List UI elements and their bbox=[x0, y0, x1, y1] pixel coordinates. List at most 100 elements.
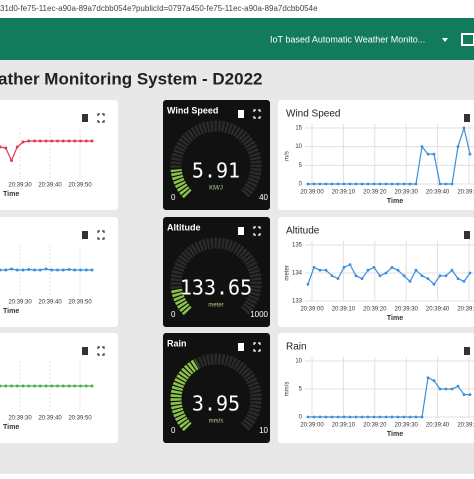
x-tick-label: 20:39:30 bbox=[8, 416, 32, 422]
x-tick-label: 20:39:20 bbox=[363, 190, 387, 196]
export-icon[interactable] bbox=[238, 343, 244, 351]
data-point bbox=[79, 139, 82, 143]
fullscreen-icon[interactable] bbox=[253, 109, 261, 119]
data-point bbox=[396, 182, 400, 186]
gauge-card bbox=[163, 100, 270, 210]
fullscreen-icon[interactable] bbox=[253, 342, 261, 352]
data-point bbox=[10, 267, 13, 271]
export-icon[interactable] bbox=[82, 114, 88, 122]
data-point bbox=[312, 266, 316, 269]
x-tick-label: 20:39:40 bbox=[426, 423, 450, 429]
card bbox=[0, 100, 118, 210]
data-point bbox=[444, 182, 448, 186]
chart-title: Altitude bbox=[286, 226, 320, 237]
data-point bbox=[306, 415, 310, 419]
data-point bbox=[348, 415, 352, 419]
data-point bbox=[402, 415, 406, 419]
data-point bbox=[414, 268, 418, 272]
export-icon[interactable] bbox=[464, 347, 470, 355]
data-point bbox=[73, 139, 77, 143]
data-point bbox=[462, 126, 466, 130]
y-tick-label: 0 bbox=[299, 415, 303, 421]
x-tick-label: 20:39:30 bbox=[8, 300, 32, 306]
data-point bbox=[432, 282, 436, 286]
fullscreen-icon[interactable] bbox=[97, 113, 105, 123]
gauge-card bbox=[163, 333, 270, 443]
data-point bbox=[468, 393, 472, 396]
data-point bbox=[414, 182, 418, 186]
x-axis-label: Time bbox=[387, 315, 403, 322]
data-point bbox=[56, 384, 59, 388]
data-point bbox=[366, 268, 370, 272]
data-point bbox=[0, 268, 2, 272]
x-tick-label: 20:39:50 bbox=[457, 307, 474, 313]
data-point bbox=[372, 182, 376, 186]
x-tick-label: 20:39:40 bbox=[38, 183, 62, 189]
x-tick-label: 20:39:00 bbox=[300, 423, 324, 429]
data-point bbox=[0, 145, 2, 149]
data-point bbox=[67, 139, 71, 143]
data-point bbox=[450, 268, 454, 272]
data-point bbox=[450, 182, 454, 186]
data-point bbox=[67, 268, 71, 271]
series-line bbox=[308, 376, 470, 418]
data-point bbox=[56, 139, 59, 143]
data-point bbox=[390, 182, 394, 186]
export-icon[interactable] bbox=[82, 347, 88, 355]
data-point bbox=[396, 415, 400, 419]
dropdown-arrow[interactable] bbox=[442, 38, 448, 42]
data-point bbox=[456, 145, 460, 149]
data-point bbox=[402, 274, 406, 278]
gauge-max: 10 bbox=[259, 426, 268, 435]
export-icon[interactable] bbox=[238, 110, 244, 118]
gauge-max: 1000 bbox=[250, 310, 268, 319]
data-point bbox=[438, 387, 442, 391]
data-point bbox=[21, 384, 25, 388]
gauge-value: 5.91 bbox=[192, 159, 240, 183]
x-tick-label: 20:39:30 bbox=[395, 190, 419, 196]
data-point bbox=[56, 268, 59, 272]
x-axis-label: Time bbox=[3, 308, 19, 315]
data-point bbox=[330, 415, 334, 419]
x-tick-label: 20:39:40 bbox=[426, 190, 450, 196]
x-tick-label: 20:39:40 bbox=[38, 416, 62, 422]
data-point bbox=[10, 384, 13, 388]
y-tick-label: 133 bbox=[292, 299, 303, 305]
data-point bbox=[79, 384, 82, 388]
fullscreen-icon[interactable] bbox=[253, 226, 261, 236]
gauge-fill bbox=[170, 168, 192, 199]
data-point bbox=[324, 268, 328, 272]
header-icon[interactable] bbox=[461, 33, 474, 46]
y-tick-label: 5 bbox=[299, 387, 303, 393]
x-tick-label: 20:39:50 bbox=[68, 300, 92, 306]
header-title[interactable]: IoT based Automatic Weather Monito... bbox=[270, 34, 425, 44]
export-icon[interactable] bbox=[238, 227, 244, 235]
x-tick-label: 20:39:30 bbox=[395, 423, 419, 429]
data-point bbox=[456, 277, 460, 280]
gauge-min: 0 bbox=[171, 426, 176, 435]
export-icon[interactable] bbox=[464, 114, 470, 122]
x-tick-label: 20:39:40 bbox=[426, 307, 450, 313]
data-point bbox=[360, 182, 364, 186]
series-line bbox=[308, 125, 471, 185]
data-point bbox=[354, 182, 358, 186]
gauge-fill bbox=[171, 288, 192, 316]
gauge-title: Wind Speed bbox=[167, 105, 218, 115]
data-point bbox=[61, 139, 65, 143]
export-icon[interactable] bbox=[82, 231, 88, 239]
data-point bbox=[73, 268, 77, 272]
data-point bbox=[50, 268, 54, 272]
gauge-card bbox=[163, 217, 270, 327]
data-point bbox=[4, 146, 8, 150]
x-tick-label: 20:39:30 bbox=[395, 307, 419, 313]
export-icon[interactable] bbox=[464, 231, 470, 239]
data-point bbox=[306, 282, 310, 286]
fullscreen-icon[interactable] bbox=[97, 230, 105, 240]
x-tick-label: 20:39:00 bbox=[300, 307, 324, 313]
url[interactable]: 31d0-fe75-11ec-a90a-89a7dcbb054e?publicI… bbox=[0, 4, 318, 13]
data-point bbox=[378, 274, 382, 278]
data-point bbox=[444, 387, 448, 391]
data-point bbox=[348, 263, 352, 266]
fullscreen-icon[interactable] bbox=[97, 346, 105, 356]
